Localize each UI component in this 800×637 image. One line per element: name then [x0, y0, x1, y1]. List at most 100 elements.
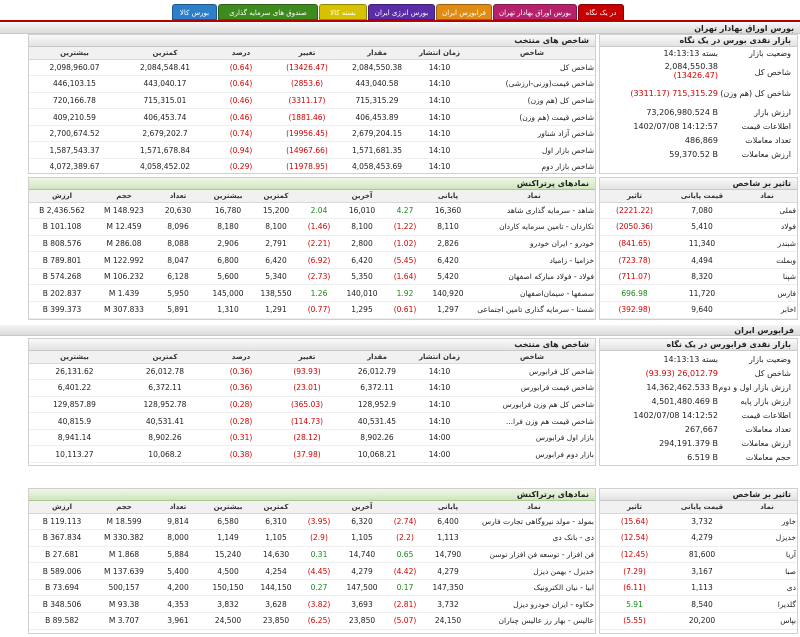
row-label[interactable]: شاخص بازار اول	[467, 141, 595, 160]
active-symbol-row[interactable]: شاهد - سرمایه گذاری شاهد 16,360 4.27 16,010…	[29, 202, 595, 220]
row-label[interactable]: فارس	[735, 284, 797, 303]
active-symbol-row[interactable]: شستا - سرمایه گذاری تامین اجتماعی 1,297 (0…	[29, 301, 595, 319]
impact-row[interactable]: وبملت 4,494 (723.78)	[600, 251, 797, 269]
tse-impact-table: نماد قیمت پایانی تاثیر فملی 7,080 (2221.22…	[600, 190, 797, 319]
impact-row[interactable]: شپنا 8,320 (711.07)	[600, 268, 797, 286]
cell-value: 286.08 M	[95, 235, 153, 253]
cell-value: (0.64)	[210, 75, 272, 93]
index-row[interactable]: شاخص کل 14:10 2,084,550.38 (13426.47) (0.64)…	[29, 59, 595, 77]
row-label[interactable]: تکاردان - تامین سرمایه کاردان	[471, 218, 595, 236]
impact-row[interactable]: اخابر 9,640 (392.98)	[600, 301, 797, 319]
impact-row[interactable]: صبا 3,167 (7.29)	[600, 562, 797, 580]
row-label[interactable]: شاخص بازار دوم	[467, 158, 595, 173]
index-row[interactable]: شاخص قیمت(وزنی-ارزشی) 14:10 443,040.58 (285…	[29, 75, 595, 93]
active-symbol-row[interactable]: سصفها - سیمان‌اصفهان 140,920 1.92 140,010 1.…	[29, 284, 595, 303]
tab-at-a-glance[interactable]: در یک نگاه	[578, 4, 624, 20]
row-label[interactable]: خکاوه - ایران خودرو دیزل	[471, 595, 595, 614]
row-label[interactable]: شستا - سرمایه گذاری تامین اجتماعی	[471, 301, 595, 319]
row-label[interactable]: ابیا - نیان الکترونیک	[471, 579, 595, 597]
row-label[interactable]: دی - بانک دی	[471, 529, 595, 547]
active-symbol-row[interactable]: بمولد - مولد نیروگاهی تجارت فارس 6,400 (2.…	[29, 513, 595, 531]
index-row[interactable]: شاخص کل (هم وزن) 14:10 715,315.29 (3311.17)…	[29, 92, 595, 110]
row-label[interactable]: شاخص کل هم وزن فرابورس	[467, 396, 595, 414]
row-label[interactable]: شاخص قیمت هم وزن فرا...	[467, 412, 595, 430]
row-label[interactable]: شاخص قیمت (هم وزن)	[467, 108, 595, 126]
active-symbol-row[interactable]: خزامیا - زامیاد 6,420 (5.45) 6,420 (6.92) 6,4…	[29, 251, 595, 269]
active-symbol-row[interactable]: فن افزار - توسعه فن افزار توسن 14,790 0.65…	[29, 546, 595, 564]
impact-row[interactable]: دی 1,113 (6.11)	[600, 579, 797, 597]
cell-value: 1,291	[253, 301, 299, 319]
impact-row[interactable]: فولاد 5,410 (2050.36)	[600, 218, 797, 236]
tab-investment-funds[interactable]: صندوق های سرمایه گذاری	[218, 4, 318, 20]
cell-value: (0.61)	[385, 301, 425, 319]
row-label[interactable]: شاخص کل	[467, 59, 595, 77]
row-label[interactable]: بازار اول فرابورس	[467, 429, 595, 447]
active-symbol-row[interactable]: خکاوه - ایران خودرو دیزل 3,732 (2.81) 3,693…	[29, 595, 595, 614]
index-row[interactable]: شاخص قیمت هم وزن فرا... 14:10 40,531.45 (11…	[29, 412, 595, 430]
row-label[interactable]: خودرو - ایران خودرو	[471, 235, 595, 253]
index-row[interactable]: شاخص قیمت (هم وزن) 14:10 406,453.89 (1881.4…	[29, 108, 595, 126]
index-row[interactable]: بازار اول فرابورس 14:00 8,902.26 (28.12) (0.…	[29, 429, 595, 447]
impact-row[interactable]: بپاس 20,200 (5.55)	[600, 612, 797, 630]
cell-value: 11,340	[669, 235, 735, 253]
active-symbol-row[interactable]: عالیس - بهار رز عالیس چناران 24,150 (5.07)…	[29, 612, 595, 630]
row-label[interactable]: آریا	[735, 546, 797, 564]
active-symbol-row[interactable]: دی - بانک دی 1,113 (2.2) 1,105 (2.9) 1,105 1,1…	[29, 529, 595, 547]
active-symbol-row[interactable]: فولاد - فولاد مبارکه اصفهان 5,420 (1.64) 5,…	[29, 268, 595, 286]
impact-row[interactable]: گلدیرا 8,540 5.91	[600, 595, 797, 614]
row-label[interactable]: شاهد - سرمایه گذاری شاهد	[471, 202, 595, 220]
cell-value: 9,640	[669, 301, 735, 319]
index-row[interactable]: شاخص بازار دوم 14:10 4,058,453.69 (11978.95…	[29, 158, 595, 173]
active-symbol-row[interactable]: خدیزل - بهمن دیزل 4,279 (4.42) 4,279 (4.45) 4…	[29, 562, 595, 580]
active-symbol-row[interactable]: خودرو - ایران خودرو 2,826 (1.02) 2,800 (2.21…	[29, 235, 595, 253]
row-label[interactable]: دی	[735, 579, 797, 597]
impact-row[interactable]: آریا 81,600 (12.45)	[600, 546, 797, 564]
row-label[interactable]: شاخص قیمت(وزنی-ارزشی)	[467, 75, 595, 93]
row-label[interactable]: بمولد - مولد نیروگاهی تجارت فارس	[471, 513, 595, 531]
row-label[interactable]: شاخص کل فرابورس	[467, 363, 595, 381]
impact-row[interactable]: شبندر 11,340 (841.65)	[600, 235, 797, 253]
row-label[interactable]: خدیزل	[735, 529, 797, 547]
row-label[interactable]: صبا	[735, 562, 797, 580]
index-row[interactable]: شاخص کل فرابورس 14:10 26,012.79 (93.93) (0.3…	[29, 363, 595, 381]
impact-row[interactable]: خاور 3,732 (15.64)	[600, 513, 797, 531]
impact-row[interactable]: فملی 7,080 (2221.22)	[600, 202, 797, 220]
index-row[interactable]: بازار دوم فرابورس 14:00 10,068.21 (37.98) (0…	[29, 445, 595, 464]
index-row[interactable]: شاخص کل هم وزن فرابورس 14:10 128,952.9 (365…	[29, 396, 595, 414]
cell-value: 5,600	[203, 268, 253, 286]
index-row[interactable]: شاخص آزاد شناور 14:10 2,679,204.15 (19956.4…	[29, 125, 595, 143]
tab-commodity-exchange[interactable]: بورس کالا	[172, 4, 217, 20]
tab-commodity-basket[interactable]: بسته کالا	[319, 4, 367, 20]
cell-value: 409,210.59	[29, 108, 120, 126]
row-label[interactable]: فملی	[735, 202, 797, 220]
row-label[interactable]: فولاد - فولاد مبارکه اصفهان	[471, 268, 595, 286]
tab-farabourse[interactable]: فرابورس ایران	[436, 4, 492, 20]
active-symbol-row[interactable]: تکاردان - تامین سرمایه کاردان 8,110 (1.22)…	[29, 218, 595, 236]
cell-value: 4,353	[153, 595, 203, 614]
row-label[interactable]: عالیس - بهار رز عالیس چناران	[471, 612, 595, 630]
row-label[interactable]: بپاس	[735, 612, 797, 630]
tab-tehran-stock-exchange[interactable]: بورس اوراق بهادار تهران	[493, 4, 577, 20]
row-label[interactable]: شاخص کل (هم وزن)	[467, 92, 595, 110]
index-row[interactable]: شاخص قیمت فرابورس 14:10 6,372.11 (23.01) (0.…	[29, 379, 595, 397]
impact-row[interactable]: خدیزل 4,279 (12.54)	[600, 529, 797, 547]
row-label[interactable]: شبندر	[735, 235, 797, 253]
row-label[interactable]: شاخص آزاد شناور	[467, 125, 595, 143]
row-label[interactable]: سصفها - سیمان‌اصفهان	[471, 284, 595, 303]
tab-energy-exchange[interactable]: بورس انرژی ایران	[368, 4, 435, 20]
impact-row[interactable]: فارس 11,720 696.98	[600, 284, 797, 303]
row-label[interactable]: گلدیرا	[735, 595, 797, 614]
row-label[interactable]: شاخص قیمت فرابورس	[467, 379, 595, 397]
active-symbol-row[interactable]: ابیا - نیان الکترونیک 147,350 0.17 147,500 0…	[29, 579, 595, 597]
row-label[interactable]: خاور	[735, 513, 797, 531]
cell-value: 14:10	[412, 75, 467, 93]
row-label[interactable]: خدیزل - بهمن دیزل	[471, 562, 595, 580]
row-label[interactable]: وبملت	[735, 251, 797, 269]
row-label[interactable]: خزامیا - زامیاد	[471, 251, 595, 269]
row-label[interactable]: شپنا	[735, 268, 797, 286]
row-label[interactable]: فن افزار - توسعه فن افزار توسن	[471, 546, 595, 564]
index-row[interactable]: شاخص بازار اول 14:10 1,571,681.35 (14967.66…	[29, 141, 595, 160]
row-label[interactable]: بازار دوم فرابورس	[467, 445, 595, 464]
row-label[interactable]: فولاد	[735, 218, 797, 236]
row-label[interactable]: اخابر	[735, 301, 797, 319]
